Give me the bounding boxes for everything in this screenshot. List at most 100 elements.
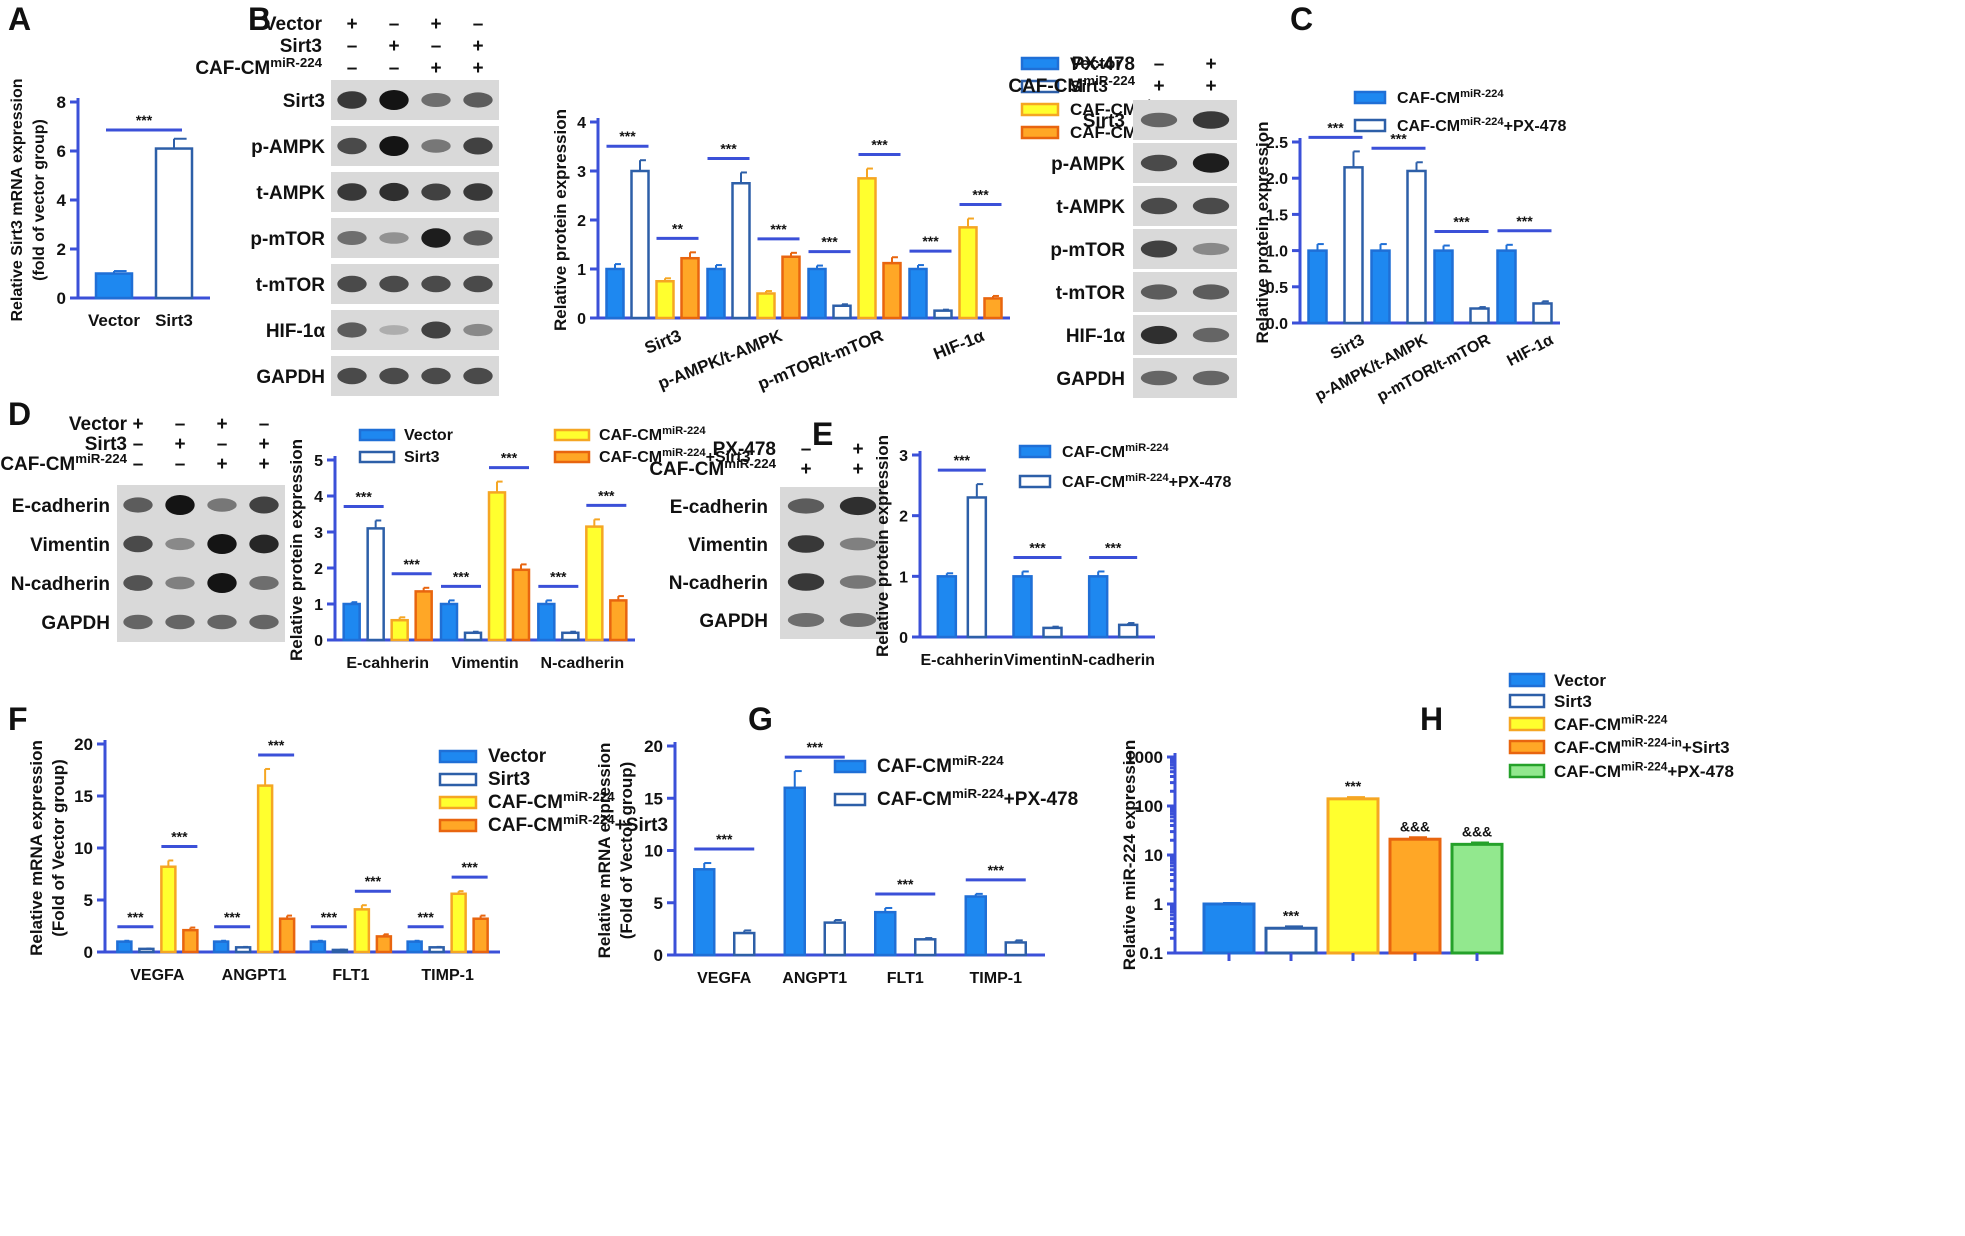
blot-band: [337, 275, 367, 293]
x-category-label: N-cadherin: [541, 655, 625, 672]
x-category-label: Sirt3: [642, 326, 684, 358]
bar: [1388, 837, 1442, 955]
blot-band: [1192, 153, 1230, 173]
significance-label: ***: [171, 828, 188, 844]
legend-label: CAF-CMmiR-224: [1554, 713, 1668, 734]
y-tick-label: 4: [314, 489, 323, 506]
y-tick-label: 1.0: [1266, 244, 1288, 261]
blot-band: [379, 136, 409, 156]
blot-band: [379, 182, 409, 202]
blot-band: [1192, 197, 1230, 215]
significance-label: ***: [972, 187, 989, 203]
panel-letter-G: G: [748, 701, 773, 737]
y-tick-label: 2: [899, 509, 908, 526]
bar: [655, 280, 675, 320]
bar: [857, 177, 877, 320]
panel-letter-E: E: [812, 416, 833, 452]
bar: [1469, 307, 1490, 325]
y-tick-label: 100: [1135, 797, 1163, 816]
bar: [1117, 623, 1139, 639]
legend-swatch: [1020, 125, 1060, 140]
blot-band: [249, 614, 279, 630]
significance-label: **: [672, 220, 683, 236]
blot-band: [207, 498, 237, 512]
legend-label: CAF-CMmiR-224: [488, 789, 615, 813]
legend-swatch: [1508, 763, 1546, 779]
treatment-label: PX-478: [1072, 54, 1135, 75]
treatment-sign: –: [133, 434, 144, 455]
x-category-label: HIF-1α: [931, 326, 988, 364]
y-tick-label: 20: [644, 737, 663, 756]
y-tick-label: 4: [57, 191, 67, 210]
legend-E: CAF-CMmiR-224 CAF-CMmiR-224+PX-478: [1018, 442, 1231, 491]
significance-label: ***: [922, 233, 939, 249]
blot-label: GAPDH: [1056, 369, 1125, 390]
y-tick-label: 0.0: [1266, 316, 1288, 333]
blot-band: [337, 91, 367, 109]
bar: [154, 147, 194, 300]
legend-label: CAF-CMmiR-224: [877, 753, 1004, 777]
y-tick-label: 0: [654, 946, 663, 965]
legend-label: Vector: [1554, 671, 1606, 690]
treatment-sign: –: [473, 14, 484, 35]
blot-band: [379, 275, 409, 293]
y-tick-label: 10: [74, 839, 93, 858]
legend-label: CAF-CMmiR-224+Sirt3: [488, 812, 668, 836]
blot-label: N-cadherin: [11, 574, 110, 595]
bar: [630, 169, 650, 320]
significance-label: ***: [1453, 214, 1470, 230]
x-category-label: Vector: [88, 311, 140, 330]
legend-label: Sirt3: [488, 769, 530, 790]
significance-label: ***: [988, 862, 1005, 878]
legend-label: CAF-CMmiR-224-in+Sirt3: [1554, 736, 1730, 757]
bar: [936, 575, 958, 639]
y-tick-label: 15: [644, 789, 663, 808]
blot-band: [787, 573, 825, 591]
panel-letter-F: F: [8, 701, 28, 737]
legend-D: Vector Sirt3 CAF-CMmiR-224 CAF-CMmiR-224+Si…: [358, 425, 751, 466]
treatment-label: Sirt3: [280, 36, 322, 57]
treatment-sign: –: [347, 58, 358, 79]
legend-label: Vector: [1070, 54, 1122, 73]
blot-band: [1140, 284, 1178, 300]
significance-label: ***: [1327, 119, 1344, 135]
bar: [733, 931, 756, 957]
bar: [1450, 842, 1504, 955]
bar: [1264, 926, 1318, 955]
treatment-label: Sirt3: [85, 434, 127, 455]
significance-label: ***: [1345, 778, 1362, 794]
blot-band: [1140, 325, 1178, 345]
legend-swatch: [833, 759, 867, 774]
blot-band: [1192, 111, 1230, 129]
treatment-sign: +: [852, 439, 863, 460]
y-tick-label: 6: [57, 142, 66, 161]
bar: [439, 602, 459, 642]
legend-label: Sirt3: [1070, 77, 1108, 96]
blot-label: Sirt3: [1083, 111, 1125, 132]
treatment-sign: +: [216, 414, 227, 435]
blot-band: [207, 573, 237, 593]
y-tick-label: 2.0: [1266, 171, 1288, 188]
treatment-sign: –: [389, 14, 400, 35]
blot-band: [337, 367, 367, 385]
blot-band: [123, 575, 153, 591]
blot-band: [839, 496, 877, 516]
legend-H: Vector Sirt3 CAF-CMmiR-224CAF-CMmiR-224-in…: [1508, 671, 1734, 781]
y-tick-label: 5: [314, 453, 323, 470]
bar: [1202, 902, 1256, 955]
legend-swatch: [1020, 102, 1060, 117]
y-tick-label: 10: [644, 842, 663, 861]
chart-D: 0 1 2 3 4 5 Relative protein expression E-cahhe…: [287, 439, 635, 672]
x-category-label: E-cahherin: [346, 655, 429, 672]
blot-band: [839, 575, 877, 589]
blot-band: [123, 497, 153, 513]
blot-band: [463, 275, 493, 293]
x-category-label: Vimentin: [451, 655, 518, 672]
treatment-sign: +: [258, 454, 269, 475]
significance-label: ***: [461, 859, 478, 875]
bar: [1433, 249, 1454, 325]
bar: [234, 946, 252, 954]
bar: [1370, 249, 1391, 325]
blot-band: [123, 614, 153, 630]
legend-swatch: [553, 428, 591, 442]
